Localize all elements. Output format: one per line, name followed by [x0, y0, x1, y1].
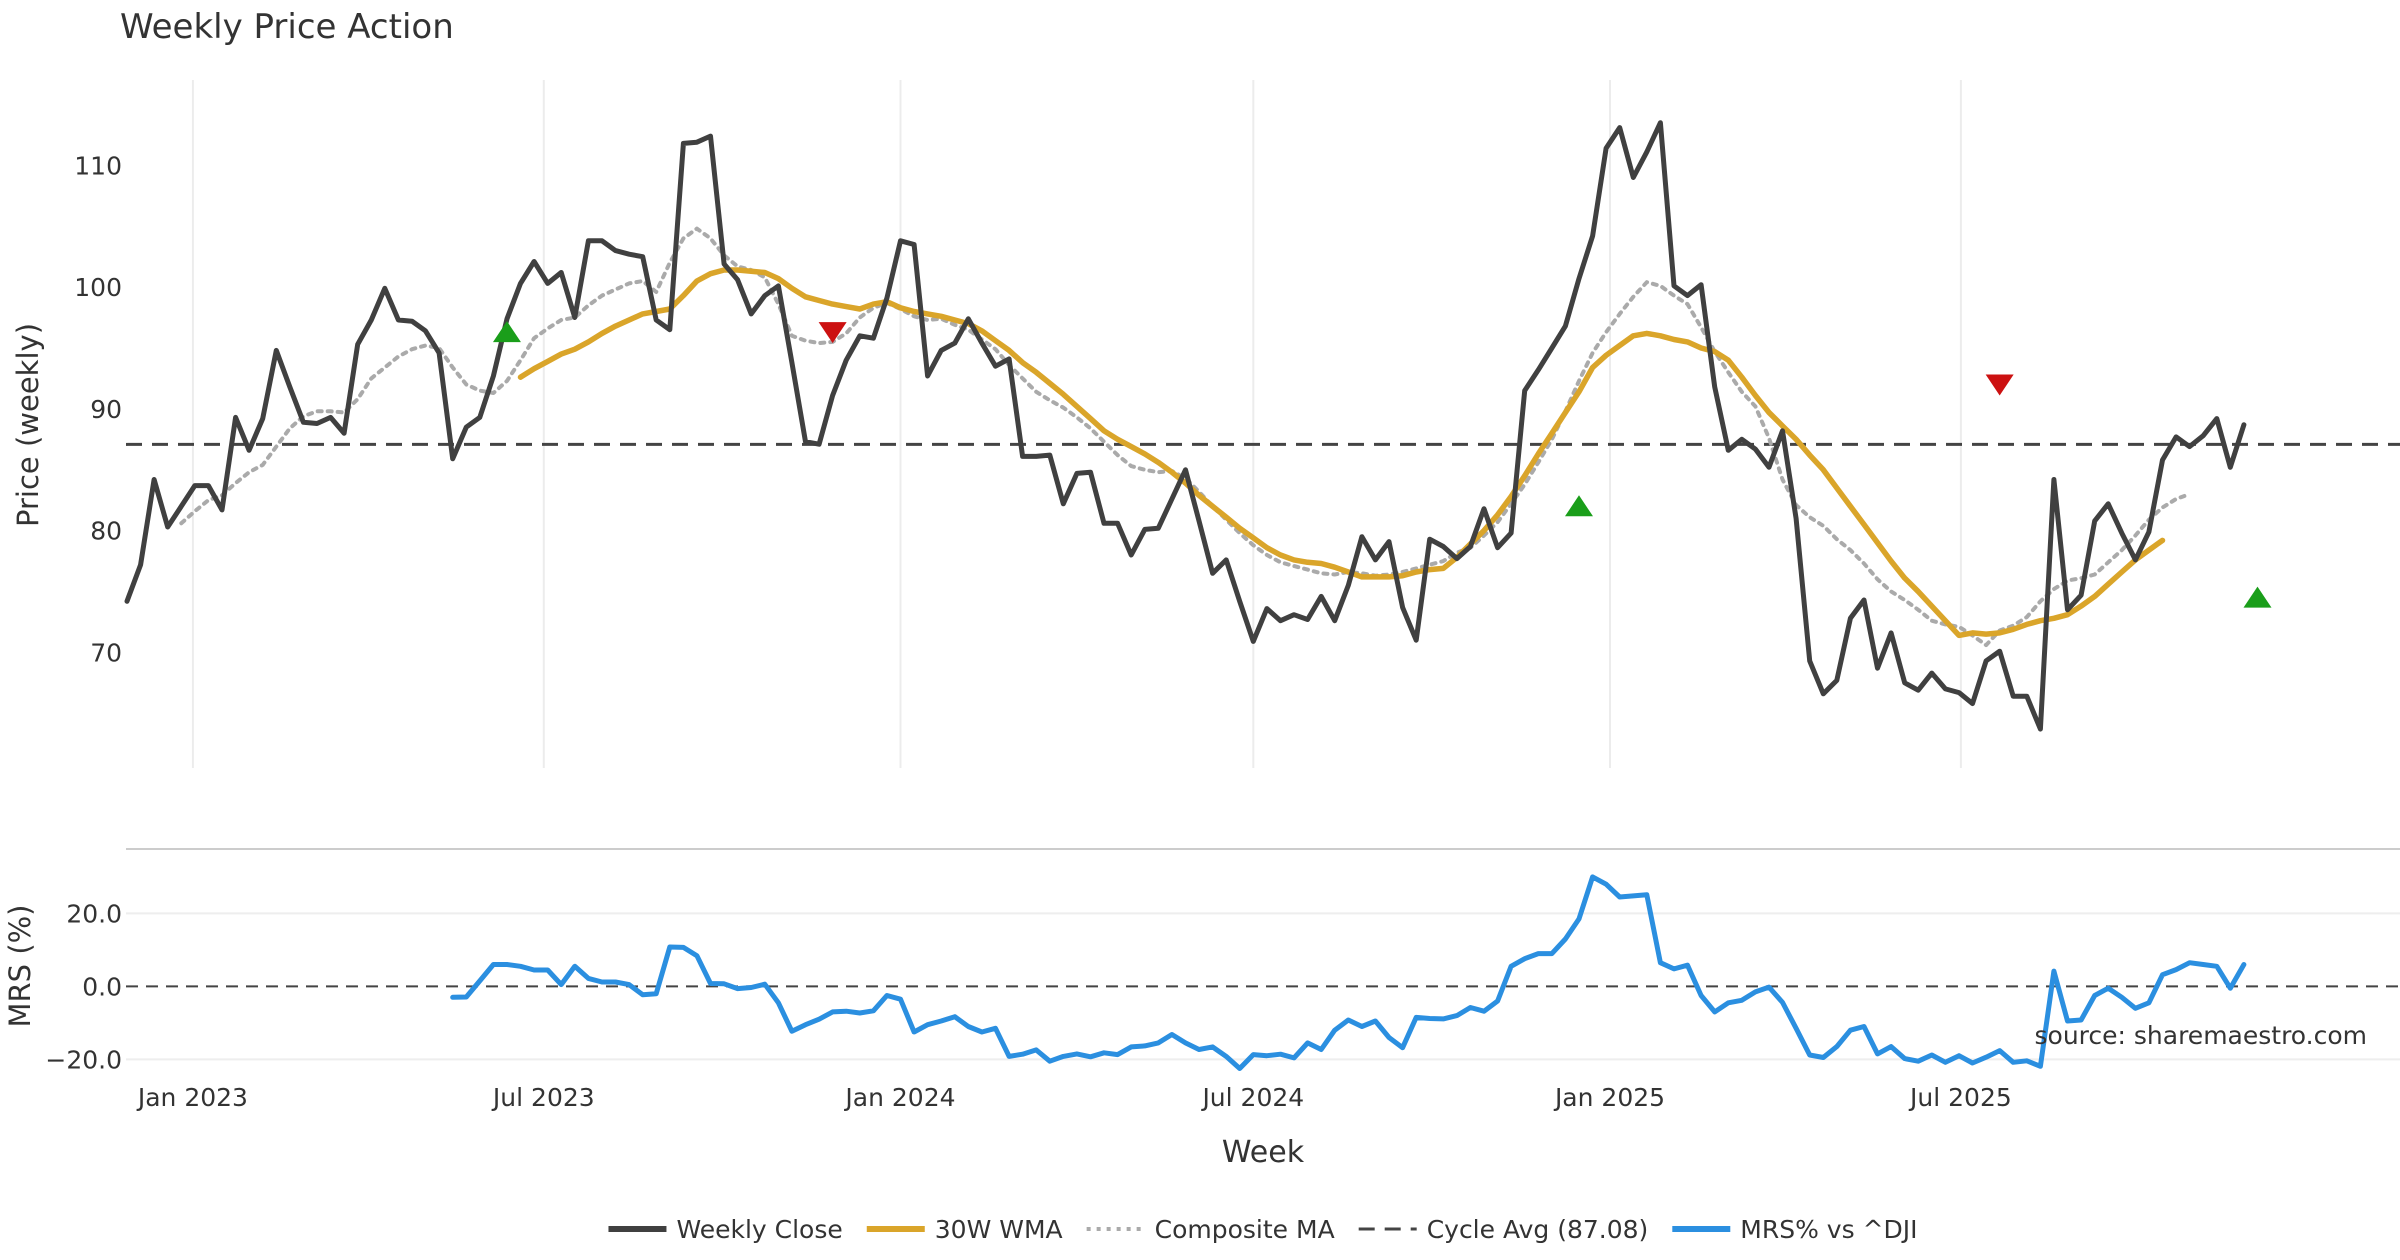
- top-y-tick-labels: 70 80 90 100 110: [74, 151, 122, 667]
- top-series-lines: [124, 120, 2247, 732]
- sell-signal-marker-2: [818, 322, 847, 344]
- bottom-y-axis-label: MRS (%): [3, 905, 37, 1028]
- bottom-y-tick-20-0: −20.0: [45, 1045, 122, 1074]
- x-tick-jan-2023: Jan 2023: [136, 1083, 248, 1112]
- legend-label-composite-ma: Composite MA: [1155, 1215, 1335, 1244]
- legend: Weekly Close 30W WMA Composite MA Cycle Avg…: [608, 1215, 1918, 1244]
- top-y-tick-70: 70: [90, 638, 122, 667]
- x-tick-labels: Jan 2023 Jul 2023 Jan 2024 Jul 2024 Jan 2025…: [136, 1083, 2012, 1112]
- x-tick-jul-2025: Jul 2025: [1908, 1083, 2012, 1112]
- sell-signal-marker-4: [1985, 374, 2014, 396]
- signal-markers: [492, 321, 2272, 608]
- top-y-tick-100: 100: [74, 273, 122, 302]
- series-mrs-vs-dji: [450, 874, 2247, 1071]
- x-tick-jul-2024: Jul 2024: [1200, 1083, 1304, 1112]
- x-axis-label: Week: [1222, 1135, 1305, 1170]
- bottom-y-tick-20-0: 20.0: [66, 899, 122, 928]
- x-tick-jan-2024: Jan 2024: [843, 1083, 955, 1112]
- legend-label-cycle-avg-87-08: Cycle Avg (87.08): [1427, 1215, 1649, 1244]
- chart-title: Weekly Price Action: [120, 7, 454, 47]
- buy-signal-marker-3: [1564, 495, 1593, 517]
- top-y-tick-90: 90: [90, 395, 122, 424]
- buy-signal-marker-5: [2243, 586, 2272, 608]
- top-y-tick-110: 110: [74, 151, 122, 180]
- top-y-axis-label: Price (weekly): [11, 323, 45, 527]
- buy-signal-marker-1: [492, 321, 521, 343]
- x-tick-jan-2025: Jan 2025: [1553, 1083, 1665, 1112]
- source-annotation: source: sharemaestro.com: [2035, 1021, 2368, 1050]
- bottom-y-tick-0-0: 0.0: [82, 972, 122, 1001]
- legend-label-weekly-close: Weekly Close: [676, 1215, 842, 1244]
- x-tick-jul-2023: Jul 2023: [491, 1083, 595, 1112]
- series-weekly-close: [124, 120, 2247, 732]
- series-30w-wma: [517, 267, 2166, 639]
- top-y-tick-80: 80: [90, 517, 122, 546]
- legend-label-30w-wma: 30W WMA: [935, 1215, 1063, 1244]
- top-gridlines: [191, 80, 1962, 768]
- bottom-series-lines: [450, 874, 2247, 1071]
- legend-label-mrs-vs-dji: MRS% vs ^DJI: [1740, 1215, 1917, 1244]
- bottom-y-tick-labels: 20.0 0.0 −20.0: [45, 899, 122, 1074]
